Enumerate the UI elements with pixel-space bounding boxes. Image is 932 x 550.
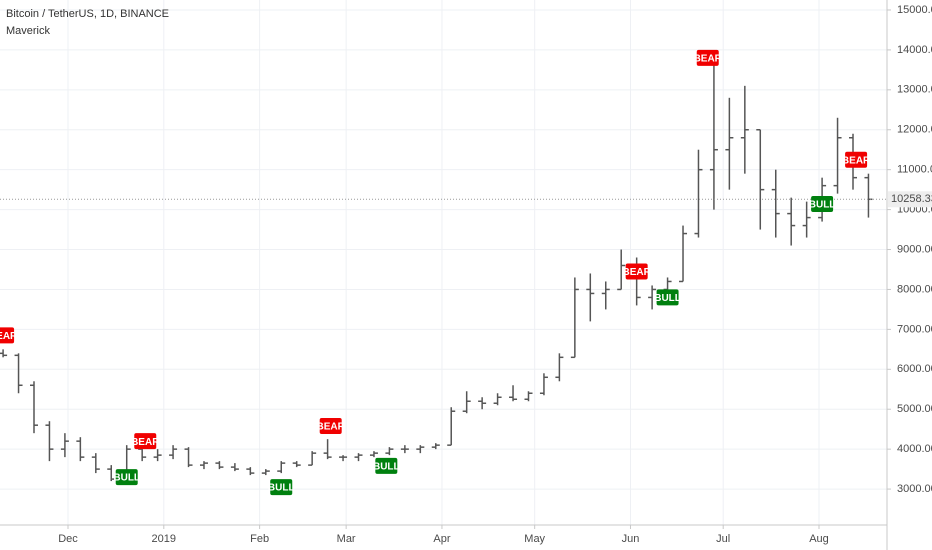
y-tick-label: 14000.00 [897,44,932,56]
signal-label: BEAR [0,331,18,342]
last-price-label: 10258.33 [891,193,932,205]
chart-subtitle: Maverick [6,25,51,37]
signal-label: BEAR [131,437,160,448]
signal-badge [845,151,868,168]
signal-label: BULL [373,462,400,473]
y-tick-label: 3000.00 [897,483,932,495]
signal-label: BULL [809,200,836,211]
y-tick-label: 12000.00 [897,124,932,136]
y-tick-label: 6000.00 [897,363,932,375]
signal-badge [115,469,138,486]
y-tick-label: 4000.00 [897,443,932,455]
y-tick-label: 7000.00 [897,323,932,335]
signal-badge [270,479,293,496]
signal-label: BEAR [317,422,346,433]
y-tick-label: 11000.00 [897,164,932,176]
last-price-box [888,191,932,208]
signal-label: BULL [268,483,295,494]
x-tick-label: Dec [58,533,78,545]
signal-label: BEAR [694,54,723,65]
signal-label: BEAR [622,267,651,278]
x-tick-label: Jul [716,533,730,545]
y-tick-label: 15000.00 [897,4,932,16]
signal-label: BULL [113,473,140,484]
signal-badge [625,263,648,280]
signal-badge [134,433,157,450]
y-tick-label: 5000.00 [897,403,932,415]
signal-badge [811,196,834,213]
x-tick-label: May [524,533,545,545]
x-tick-label: Jun [622,533,640,545]
y-tick-label: 9000.00 [897,243,932,255]
y-tick-label: 13000.00 [897,84,932,96]
x-tick-label: Mar [337,533,356,545]
signal-badge [375,457,398,474]
signal-badge [656,289,679,306]
x-tick-label: 2019 [152,533,176,545]
x-tick-label: Feb [250,533,269,545]
y-tick-label: 8000.00 [897,283,932,295]
x-tick-label: Aug [809,533,829,545]
x-tick-label: Apr [433,533,450,545]
chart-title: Bitcoin / TetherUS, 1D, BINANCE [6,8,169,20]
signal-badge [696,49,719,66]
signal-badge [319,417,342,434]
signal-label: BEAR [842,155,871,166]
signal-label: BULL [654,293,681,304]
signal-badge [0,327,15,344]
